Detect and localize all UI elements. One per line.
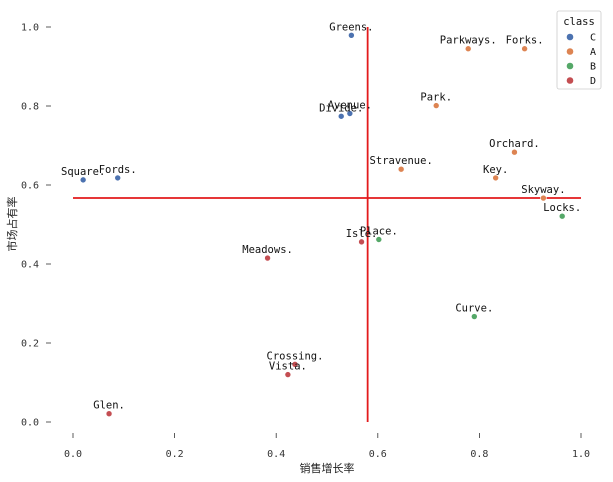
point-label: Greens. bbox=[329, 21, 373, 33]
x-axis-label: 销售增长率 bbox=[300, 461, 355, 475]
point-label: Avenue. bbox=[328, 100, 372, 112]
data-point bbox=[284, 371, 292, 378]
y-tick-label: 0.8 bbox=[21, 102, 39, 113]
point-label: Crossing. bbox=[267, 350, 324, 362]
point-label: Curve. bbox=[455, 303, 493, 315]
x-tick-label: 1.0 bbox=[572, 449, 590, 460]
y-tick-label: 0.0 bbox=[21, 418, 39, 429]
legend-marker bbox=[566, 48, 574, 55]
x-tick-label: 0.8 bbox=[470, 449, 488, 460]
point-label: Forks. bbox=[506, 35, 544, 47]
data-point bbox=[358, 238, 365, 246]
point-label: Glen. bbox=[93, 400, 125, 412]
x-tick-label: 0.6 bbox=[369, 449, 387, 460]
legend-entry-label: C bbox=[590, 33, 596, 44]
data-point bbox=[492, 174, 499, 182]
data-point bbox=[511, 148, 518, 156]
legend-entry-label: A bbox=[590, 47, 596, 58]
point-label: Isle. bbox=[346, 228, 378, 240]
point-label: Key. bbox=[483, 164, 508, 176]
reference-lines bbox=[73, 27, 581, 422]
point-label: Locks. bbox=[543, 202, 581, 214]
point-label: Fords. bbox=[99, 164, 137, 176]
x-tick-label: 0.4 bbox=[267, 449, 285, 460]
data-point bbox=[521, 45, 528, 53]
point-label: Place. bbox=[360, 226, 398, 238]
data-point bbox=[79, 176, 87, 184]
y-tick-label: 0.6 bbox=[21, 181, 39, 192]
data-point bbox=[432, 102, 440, 109]
point-label: Stravenue. bbox=[370, 155, 433, 167]
legend-entry-label: B bbox=[590, 62, 596, 73]
legend-marker bbox=[566, 77, 574, 84]
data-point bbox=[337, 112, 345, 120]
y-tick-label: 0.4 bbox=[21, 260, 39, 271]
data-point bbox=[471, 313, 478, 320]
data-point bbox=[291, 361, 299, 368]
point-label: Skyway. bbox=[521, 184, 565, 196]
point-label: Orchard. bbox=[489, 138, 540, 150]
data-point bbox=[464, 45, 472, 53]
point-label: Square. bbox=[61, 166, 105, 178]
data-point bbox=[375, 236, 383, 243]
point-label: Park. bbox=[420, 92, 452, 104]
x-tick-label: 0.2 bbox=[166, 449, 184, 460]
data-point bbox=[114, 174, 122, 182]
data-point bbox=[558, 212, 566, 220]
axis-ticks: 0.0 0.2 0.4 0.6 0.8 1.0 0.0 0.2 0.4 0.6 0.8 1.0 bbox=[21, 23, 590, 461]
legend-entry-label: D bbox=[590, 76, 596, 87]
point-label: Divide. bbox=[319, 102, 363, 114]
data-point bbox=[264, 254, 271, 262]
data-point bbox=[105, 410, 113, 418]
y-axis-label: 市场占有率 bbox=[5, 197, 19, 252]
legend-title: class bbox=[563, 16, 595, 28]
y-tick-label: 0.2 bbox=[21, 339, 39, 350]
x-tick-label: 0.0 bbox=[64, 449, 82, 460]
data-point bbox=[397, 165, 405, 173]
point-label: Vista. bbox=[269, 361, 307, 373]
y-tick-label: 1.0 bbox=[21, 23, 39, 34]
data-point bbox=[348, 31, 355, 39]
data-point bbox=[346, 110, 354, 117]
data-point bbox=[540, 194, 547, 202]
point-label: Parkways. bbox=[440, 35, 497, 47]
legend-box bbox=[556, 10, 602, 90]
legend-marker bbox=[566, 33, 574, 41]
legend-marker bbox=[566, 62, 574, 70]
point-labels: Greens. Avenue.Divide. Square.Fords. Parkwa… bbox=[61, 21, 581, 411]
point-label: Meadows. bbox=[242, 244, 293, 256]
data-points bbox=[79, 31, 566, 418]
